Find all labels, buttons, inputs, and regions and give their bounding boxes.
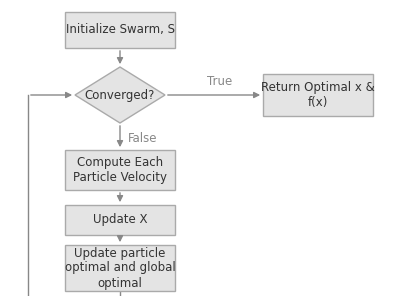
FancyBboxPatch shape xyxy=(65,150,175,190)
Text: True: True xyxy=(207,75,233,88)
Text: Update particle
optimal and global
optimal: Update particle optimal and global optim… xyxy=(65,247,175,289)
Polygon shape xyxy=(75,67,165,123)
Text: Initialize Swarm, S: Initialize Swarm, S xyxy=(66,23,174,36)
Text: Converged?: Converged? xyxy=(85,89,155,102)
Text: Update X: Update X xyxy=(93,213,147,226)
FancyBboxPatch shape xyxy=(65,12,175,48)
FancyBboxPatch shape xyxy=(263,74,373,116)
Text: False: False xyxy=(128,131,158,144)
Text: Compute Each
Particle Velocity: Compute Each Particle Velocity xyxy=(73,156,167,184)
Text: Return Optimal x &
f(x): Return Optimal x & f(x) xyxy=(261,81,375,109)
FancyBboxPatch shape xyxy=(65,245,175,291)
FancyBboxPatch shape xyxy=(65,205,175,235)
